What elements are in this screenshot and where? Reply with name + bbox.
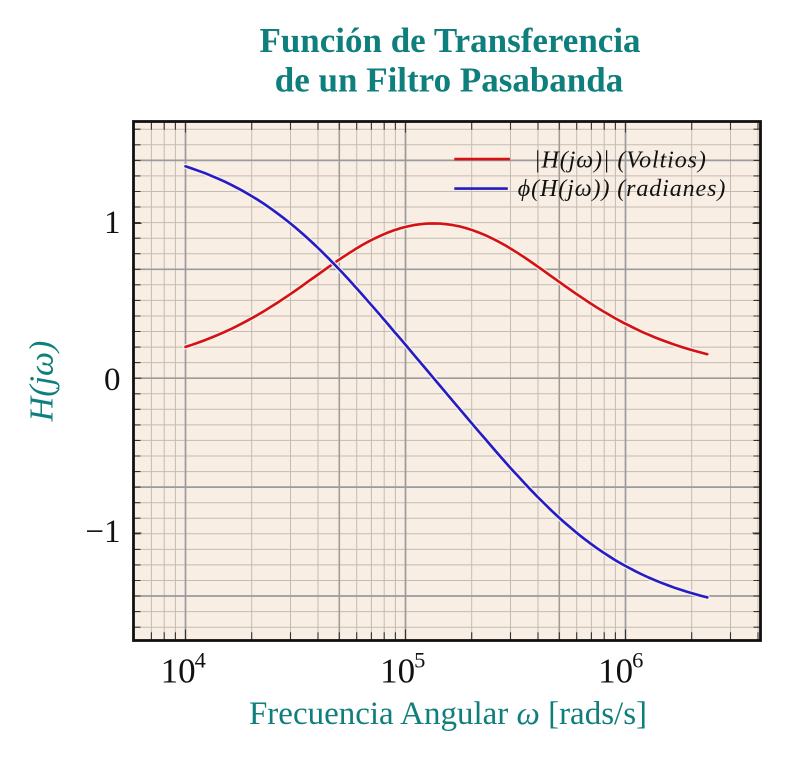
- svg-text:H(jω): H(jω): [24, 341, 61, 423]
- svg-text:6: 6: [632, 648, 643, 673]
- svg-text:10: 10: [598, 651, 633, 690]
- svg-text:−1: −1: [85, 514, 120, 550]
- svg-text:|H(jω)| (Voltios): |H(jω)| (Voltios): [534, 148, 707, 174]
- svg-text:Frecuencia Angular ω [rads/s]: Frecuencia Angular ω [rads/s]: [249, 696, 647, 732]
- svg-text:de un Filtro Pasabanda: de un Filtro Pasabanda: [275, 61, 623, 100]
- svg-text:10: 10: [380, 651, 415, 690]
- svg-text:0: 0: [104, 362, 121, 398]
- svg-text:5: 5: [414, 648, 425, 673]
- svg-text:10: 10: [161, 651, 196, 690]
- svg-text:4: 4: [195, 648, 206, 673]
- svg-text:Función de Transferencia: Función de Transferencia: [259, 21, 640, 60]
- svg-text:1: 1: [104, 205, 121, 241]
- svg-text:ϕ(H(jω)) (radianes): ϕ(H(jω)) (radianes): [518, 176, 726, 202]
